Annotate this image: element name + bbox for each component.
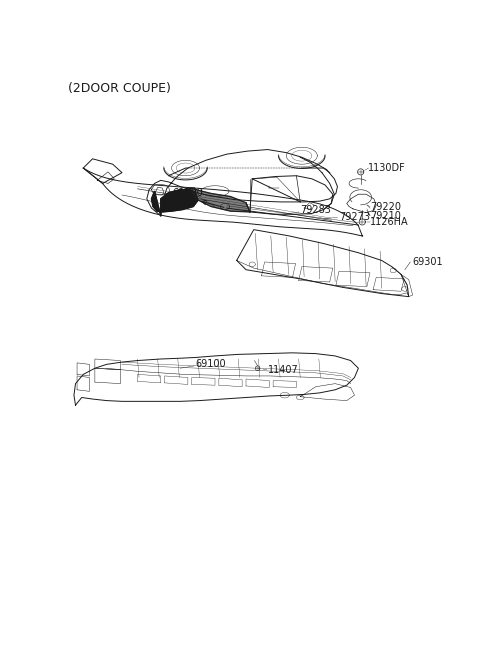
Text: 69100: 69100 (196, 359, 226, 369)
Polygon shape (152, 190, 198, 216)
Polygon shape (188, 188, 250, 212)
Text: 69301: 69301 (413, 257, 443, 267)
Text: (2DOOR COUPE): (2DOOR COUPE) (68, 82, 170, 95)
Text: 79210: 79210 (370, 211, 401, 221)
Text: 79283: 79283 (300, 205, 331, 215)
Text: 1126HA: 1126HA (370, 217, 408, 227)
Text: 79273: 79273 (339, 213, 370, 222)
Text: 11407: 11407 (268, 365, 299, 375)
Text: 69200: 69200 (172, 188, 203, 197)
Text: 1130DF: 1130DF (369, 163, 406, 173)
Text: 79220: 79220 (370, 201, 401, 211)
